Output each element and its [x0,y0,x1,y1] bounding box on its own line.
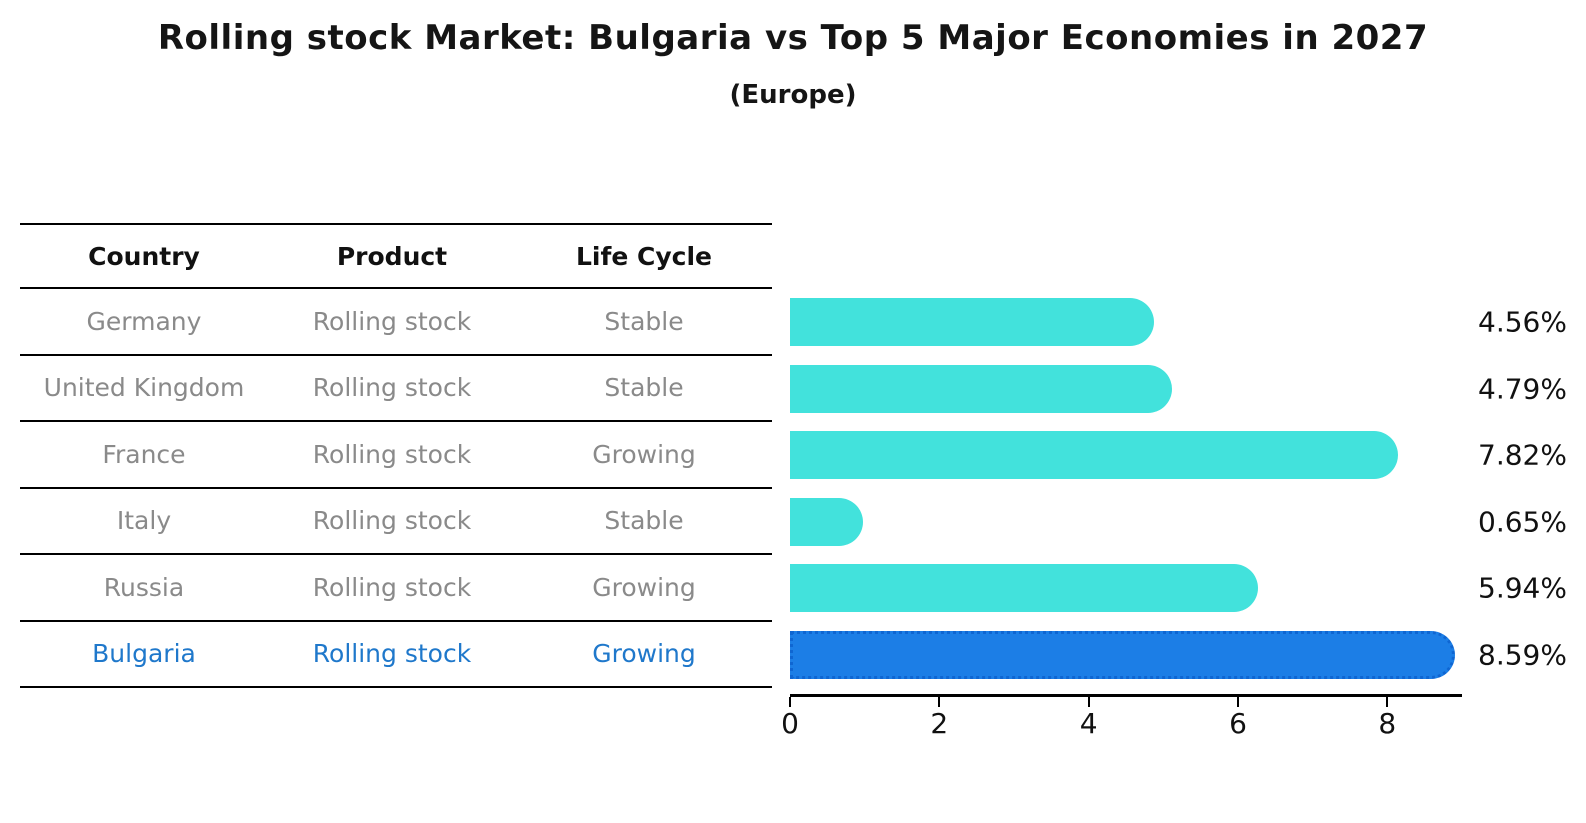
x-tick-mark [1087,697,1090,707]
table-row-united-kingdom: United Kingdom Rolling stock Stable [20,356,772,422]
bar-germany [790,298,1155,347]
cell-life-cycle: Stable [604,373,684,403]
cell-product: Rolling stock [312,506,472,536]
cell-country: United Kingdom [43,373,245,403]
x-axis-line [790,694,1462,697]
x-tick-label: 8 [1378,707,1397,740]
country-table: Country Product Life Cycle Germany Rollin… [20,223,772,688]
table-row-france: France Rolling stock Growing [20,422,772,489]
cell-life-cycle: Growing [592,572,696,602]
cell-country: Italy [116,506,172,536]
cell-life-cycle: Growing [592,639,696,669]
value-label-united-kingdom: 4.79% [1478,372,1567,406]
x-tick-mark [1237,697,1239,707]
table-row-russia: Russia Rolling stock Growing [20,555,772,622]
x-tick-label: 0 [781,707,799,740]
cell-life-cycle: Stable [604,506,684,536]
x-tick-mark [938,697,941,707]
bar-italy [790,497,863,546]
table-body: Germany Rolling stock Stable United Kingdom… [20,289,772,688]
table-row-bulgaria: Bulgaria Rolling stock Growing [20,622,772,688]
value-label-italy: 0.65% [1478,505,1567,539]
cell-country: Germany [86,306,202,336]
cell-country: Bulgaria [92,639,196,669]
value-label-bulgaria: 8.59% [1478,638,1567,672]
cell-product: Rolling stock [312,572,472,602]
cell-life-cycle: Growing [592,439,696,469]
bar-russia [790,564,1258,613]
x-tick-mark [789,697,791,707]
page-subtitle: (Europe) [729,80,857,110]
cell-product: Rolling stock [312,306,472,336]
table-row-italy: Italy Rolling stock Stable [20,489,772,555]
page-title: Rolling stock Market: Bulgaria vs Top 5 … [157,18,1429,58]
value-label-russia: 5.94% [1478,571,1567,605]
bar-bulgaria [790,630,1456,679]
column-header-product: Product [336,241,448,271]
x-tick-label: 4 [1079,707,1098,740]
cell-country: Russia [103,572,185,602]
cell-product: Rolling stock [312,373,472,403]
column-header-country: Country [88,241,200,271]
cell-product: Rolling stock [312,439,472,469]
cell-country: France [102,439,186,469]
value-label-france: 7.82% [1478,438,1567,472]
bar-france [790,431,1398,480]
x-tick-mark [1386,697,1389,707]
table-header-row: Country Product Life Cycle [20,225,772,289]
cell-product: Rolling stock [312,639,472,669]
x-tick-label: 2 [930,707,949,740]
bar-united-kingdom [790,364,1172,413]
x-tick-label: 6 [1229,707,1247,740]
value-label-germany: 4.56% [1478,305,1567,339]
cell-life-cycle: Stable [604,306,684,336]
column-header-lifecycle: Life Cycle [575,241,713,271]
table-row-germany: Germany Rolling stock Stable [20,289,772,356]
